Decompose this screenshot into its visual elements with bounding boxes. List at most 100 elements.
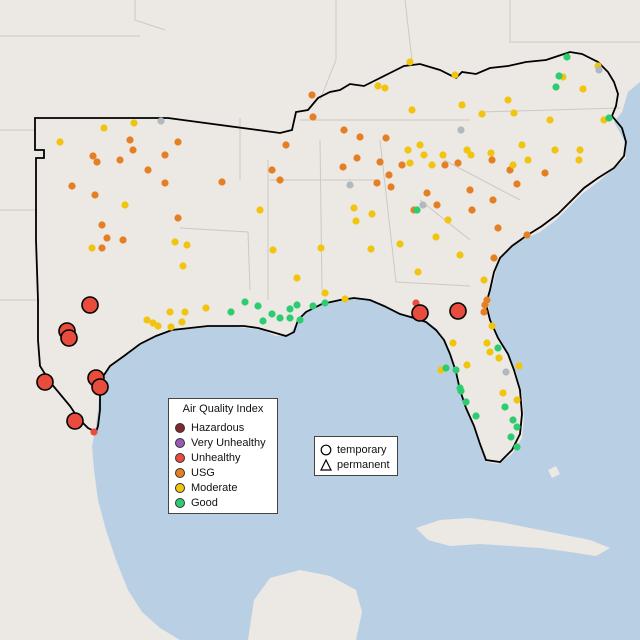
- legend-label: Good: [191, 497, 218, 509]
- sensor-marker-usg: [68, 182, 76, 190]
- sensor-marker-usg: [129, 146, 137, 154]
- sensor-marker-usg: [468, 206, 476, 214]
- sensor-marker-usg: [268, 166, 276, 174]
- sensor-marker-unhealthy-large: [411, 304, 429, 322]
- sensor-marker-good: [442, 364, 450, 372]
- sensor-marker-good: [254, 302, 262, 310]
- sensor-marker-unhealthy-large: [60, 329, 78, 347]
- circle-icon: [320, 444, 332, 456]
- sensor-marker-no-data: [502, 368, 510, 376]
- sensor-marker-usg: [161, 179, 169, 187]
- sensor-marker-moderate: [510, 109, 518, 117]
- sensor-marker-moderate: [458, 101, 466, 109]
- sensor-marker-good: [501, 403, 509, 411]
- sensor-marker-no-data: [346, 181, 354, 189]
- sensor-marker-usg: [174, 214, 182, 222]
- legend-title: Air Quality Index: [182, 403, 264, 415]
- sensor-marker-no-data: [419, 201, 427, 209]
- sensor-marker-usg: [308, 91, 316, 99]
- sensor-marker-good: [227, 308, 235, 316]
- sensor-marker-moderate: [321, 289, 329, 297]
- sensor-marker-usg: [466, 186, 474, 194]
- sensor-marker-moderate: [100, 124, 108, 132]
- sensor-marker-moderate: [467, 151, 475, 159]
- sensor-marker-usg: [423, 189, 431, 197]
- sensor-marker-usg: [488, 156, 496, 164]
- sensor-marker-moderate: [524, 156, 532, 164]
- sensor-marker-usg: [387, 183, 395, 191]
- sensor-marker-good: [605, 114, 613, 122]
- sensor-marker-good: [241, 298, 249, 306]
- sensor-marker-moderate: [269, 246, 277, 254]
- sensor-marker-usg: [356, 133, 364, 141]
- sensor-marker-usg: [490, 254, 498, 262]
- sensor-marker-unhealthy: [90, 428, 98, 436]
- sensor-marker-good: [259, 317, 267, 325]
- sensor-type-legend: temporary permanent: [314, 436, 398, 476]
- sensor-marker-no-data: [457, 126, 465, 134]
- sensor-marker-moderate: [451, 71, 459, 79]
- sensor-marker-moderate: [444, 216, 452, 224]
- sensor-marker-usg: [385, 171, 393, 179]
- sensor-marker-moderate: [154, 322, 162, 330]
- legend-item-very-unhealthy: Very Unhealthy: [175, 436, 266, 450]
- sensor-marker-good: [413, 206, 421, 214]
- sensor-marker-usg: [309, 113, 317, 121]
- sensor-marker-moderate: [381, 84, 389, 92]
- sensor-marker-moderate: [487, 149, 495, 157]
- legend-swatch-good: [175, 498, 185, 508]
- sensor-marker-moderate: [495, 354, 503, 362]
- sensor-marker-moderate: [518, 141, 526, 149]
- legend-item-good: Good: [175, 496, 218, 510]
- sensor-marker-usg: [483, 296, 491, 304]
- sensor-marker-usg: [398, 161, 406, 169]
- legend-label: Unhealthy: [191, 452, 241, 464]
- sensor-marker-usg: [98, 221, 106, 229]
- sensor-marker-usg: [489, 196, 497, 204]
- legend-label: USG: [191, 467, 215, 479]
- sensor-marker-moderate: [513, 396, 521, 404]
- sensor-marker-good: [472, 412, 480, 420]
- sensor-marker-usg: [126, 136, 134, 144]
- sensor-layer: [36, 53, 613, 451]
- sensor-marker-moderate: [576, 146, 584, 154]
- sensor-marker-unhealthy-large: [66, 412, 84, 430]
- sensor-marker-usg: [98, 244, 106, 252]
- sensor-marker-usg: [513, 180, 521, 188]
- sensor-marker-usg: [382, 134, 390, 142]
- legend-swatch-moderate: [175, 483, 185, 493]
- sensor-marker-moderate: [515, 362, 523, 370]
- sensor-marker-good: [513, 423, 521, 431]
- sensor-marker-good: [457, 387, 465, 395]
- sensor-marker-moderate: [166, 308, 174, 316]
- sensor-marker-moderate: [408, 106, 416, 114]
- sensor-marker-moderate: [317, 244, 325, 252]
- sensor-marker-good: [321, 299, 329, 307]
- sensor-marker-moderate: [416, 141, 424, 149]
- legend-swatch-hazardous: [175, 423, 185, 433]
- shape-label: permanent: [337, 459, 390, 471]
- shape-item-permanent: permanent: [320, 458, 390, 472]
- sensor-marker-moderate: [463, 146, 471, 154]
- sensor-marker-good: [452, 366, 460, 374]
- legend-label: Hazardous: [191, 422, 245, 434]
- sensor-marker-moderate: [171, 238, 179, 246]
- shape-label: temporary: [337, 444, 387, 456]
- sensor-marker-usg: [93, 158, 101, 166]
- sensor-marker-moderate: [414, 268, 422, 276]
- sensor-marker-usg: [91, 191, 99, 199]
- aqi-legend: Air Quality Index Hazardous Very Unhealt…: [168, 398, 278, 514]
- sensor-marker-moderate: [478, 110, 486, 118]
- sensor-marker-moderate: [178, 318, 186, 326]
- sensor-marker-usg: [454, 159, 462, 167]
- sensor-marker-usg: [494, 224, 502, 232]
- sensor-marker-good: [293, 301, 301, 309]
- sensor-marker-moderate: [499, 389, 507, 397]
- sensor-marker-good: [513, 443, 521, 451]
- sensor-marker-no-data: [595, 66, 603, 74]
- sensor-marker-good: [286, 314, 294, 322]
- legend-item-moderate: Moderate: [175, 481, 237, 495]
- shape-item-temporary: temporary: [320, 443, 387, 457]
